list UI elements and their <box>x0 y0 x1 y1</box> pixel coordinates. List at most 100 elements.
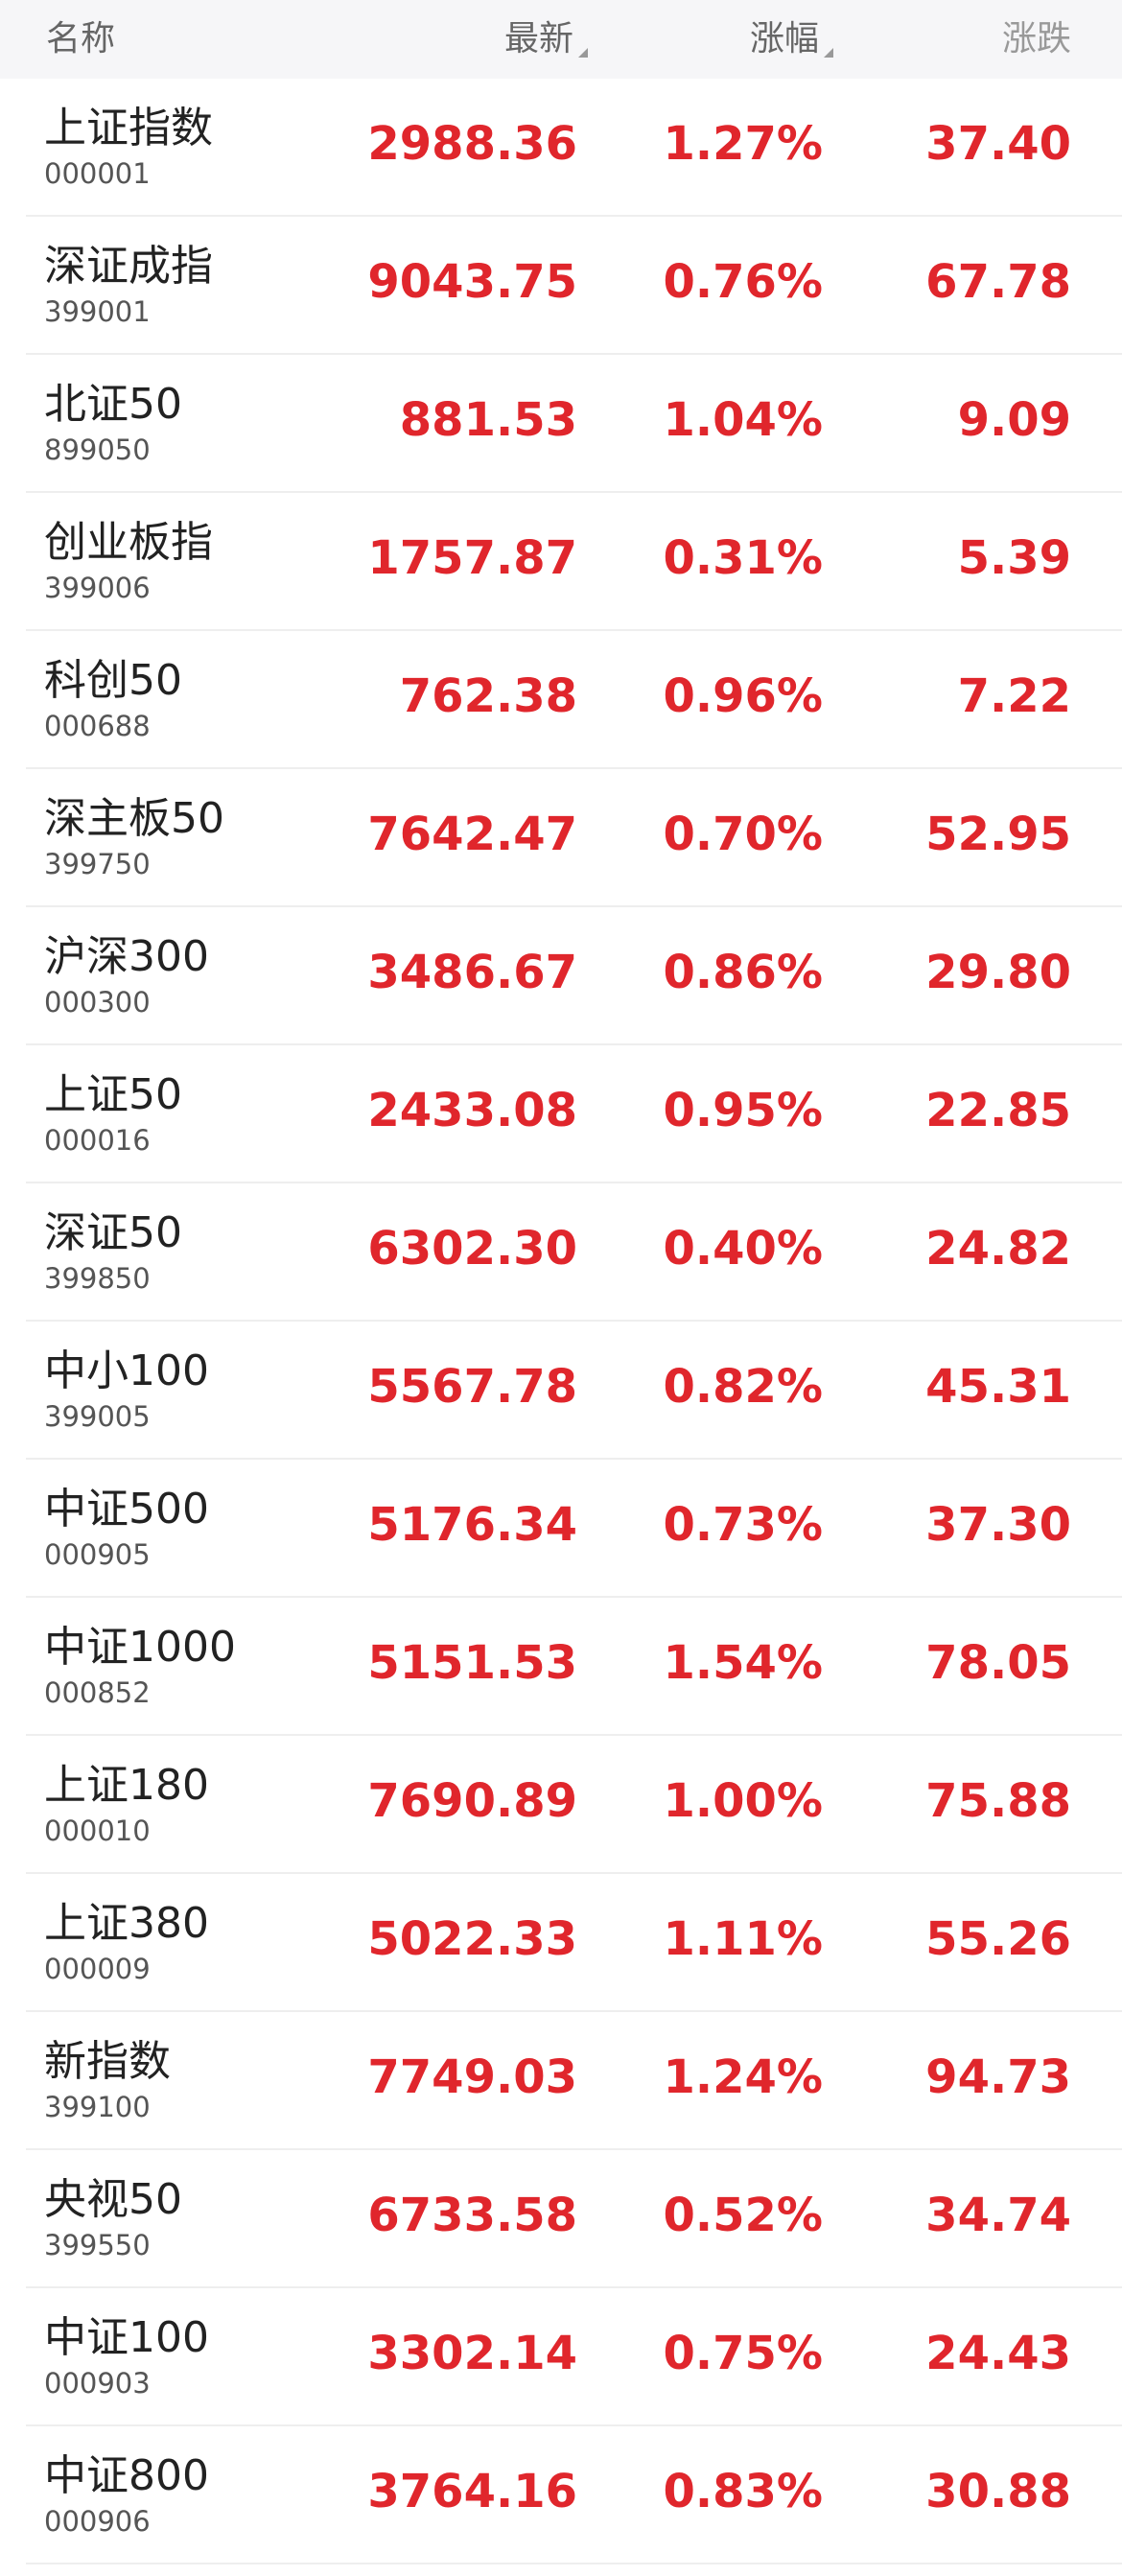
index-code: 899050 <box>44 433 151 466</box>
change-pct: 0.82% <box>663 1360 823 1414</box>
table-row[interactable]: 深证50 399850 6302.30 0.40% 24.82 <box>0 1183 1122 1322</box>
index-name: 沪深300 <box>44 932 209 981</box>
index-code: 399100 <box>44 2091 151 2123</box>
change: 9.09 <box>957 393 1071 447</box>
change-pct: 0.96% <box>663 669 823 723</box>
table-row[interactable]: 沪深300 000300 3486.67 0.86% 29.80 <box>0 907 1122 1045</box>
index-name: 北证50 <box>44 380 182 429</box>
table-row[interactable]: 创业板指 399006 1757.87 0.31% 5.39 <box>0 493 1122 631</box>
table-row[interactable]: 中证800 000906 3764.16 0.83% 30.88 <box>0 2426 1122 2564</box>
row-divider <box>26 2010 1122 2012</box>
index-name: 深主板50 <box>44 794 224 843</box>
row-divider <box>26 1596 1122 1598</box>
row-divider <box>26 353 1122 355</box>
change: 55.26 <box>925 1912 1071 1966</box>
index-name: 科创50 <box>44 656 182 705</box>
change-pct: 1.54% <box>663 1636 823 1690</box>
index-code: 000016 <box>44 1124 151 1157</box>
change: 37.40 <box>925 117 1071 171</box>
latest: 3486.67 <box>367 946 577 999</box>
index-name: 深证50 <box>44 1208 182 1257</box>
change: 67.78 <box>925 255 1071 309</box>
latest: 6733.58 <box>367 2189 577 2242</box>
index-code: 000906 <box>44 2505 151 2538</box>
index-code: 000001 <box>44 157 151 190</box>
table-row[interactable]: 中小100 399005 5567.78 0.82% 45.31 <box>0 1322 1122 1460</box>
change: 45.31 <box>925 1360 1071 1414</box>
table-header: 名称 最新 涨幅 涨跌 <box>0 0 1122 79</box>
header-change-pct[interactable]: 涨幅 <box>749 19 819 59</box>
index-name: 中证500 <box>44 1485 209 1534</box>
index-name: 中证1000 <box>44 1623 236 1672</box>
table-row[interactable]: 央视50 399550 6733.58 0.52% 34.74 <box>0 2150 1122 2288</box>
change: 5.39 <box>957 531 1071 585</box>
table-row[interactable]: 深证成指 399001 9043.75 0.76% 67.78 <box>0 217 1122 355</box>
change-pct: 0.52% <box>663 2189 823 2242</box>
header-latest[interactable]: 最新 <box>503 19 573 59</box>
latest: 6302.30 <box>367 1222 577 1276</box>
change: 78.05 <box>925 1636 1071 1690</box>
header-change[interactable]: 涨跌 <box>1001 19 1071 59</box>
index-code: 000903 <box>44 2367 151 2400</box>
table-row[interactable]: 新指数 399100 7749.03 1.24% 94.73 <box>0 2012 1122 2150</box>
latest: 2988.36 <box>367 117 577 171</box>
change-pct: 0.83% <box>663 2465 823 2518</box>
latest: 7642.47 <box>367 808 577 861</box>
row-divider <box>26 905 1122 907</box>
change-pct: 0.76% <box>663 255 823 309</box>
table-row[interactable]: 上证180 000010 7690.89 1.00% 75.88 <box>0 1736 1122 1874</box>
index-name: 创业板指 <box>44 518 213 567</box>
table-row[interactable]: 中证100 000903 3302.14 0.75% 24.43 <box>0 2288 1122 2426</box>
change-pct: 0.70% <box>663 808 823 861</box>
change-pct: 1.24% <box>663 2050 823 2104</box>
index-code: 399006 <box>44 572 151 604</box>
index-code: 399001 <box>44 295 151 328</box>
latest: 2433.08 <box>367 1084 577 1137</box>
index-code: 000905 <box>44 1538 151 1571</box>
index-name: 上证380 <box>44 1899 209 1948</box>
change: 75.88 <box>925 1774 1071 1828</box>
change-pct: 1.04% <box>663 393 823 447</box>
index-code: 399850 <box>44 1262 151 1295</box>
change: 52.95 <box>925 808 1071 861</box>
table-row[interactable]: 上证指数 000001 2988.36 1.27% 37.40 <box>0 79 1122 217</box>
change: 94.73 <box>925 2050 1071 2104</box>
change: 37.30 <box>925 1498 1071 1552</box>
latest: 3302.14 <box>367 2327 577 2380</box>
table-row[interactable]: 上证380 000009 5022.33 1.11% 55.26 <box>0 1874 1122 2012</box>
latest: 9043.75 <box>367 255 577 309</box>
index-name: 上证指数 <box>44 104 213 152</box>
table-row[interactable]: 北证50 899050 881.53 1.04% 9.09 <box>0 355 1122 493</box>
table-row[interactable]: 上证50 000016 2433.08 0.95% 22.85 <box>0 1045 1122 1183</box>
index-code: 000852 <box>44 1676 151 1709</box>
row-divider <box>26 1458 1122 1460</box>
index-name: 上证180 <box>44 1761 209 1810</box>
index-code: 000009 <box>44 1953 151 1985</box>
change-pct: 1.11% <box>663 1912 823 1966</box>
table-row[interactable]: 科创50 000688 762.38 0.96% 7.22 <box>0 631 1122 769</box>
latest: 5176.34 <box>367 1498 577 1552</box>
change: 24.82 <box>925 1222 1071 1276</box>
table-row[interactable]: 中证1000 000852 5151.53 1.54% 78.05 <box>0 1598 1122 1736</box>
change-pct: 1.00% <box>663 1774 823 1828</box>
latest: 5022.33 <box>367 1912 577 1966</box>
index-name: 深证成指 <box>44 242 213 291</box>
row-divider <box>26 2286 1122 2288</box>
row-divider <box>26 629 1122 631</box>
latest: 1757.87 <box>367 531 577 585</box>
table-row[interactable]: 深主板50 399750 7642.47 0.70% 52.95 <box>0 769 1122 907</box>
row-divider <box>26 2424 1122 2426</box>
header-name: 名称 <box>46 19 116 59</box>
index-name: 中证100 <box>44 2313 209 2362</box>
row-divider <box>26 2563 1122 2564</box>
index-code: 000010 <box>44 1815 151 1847</box>
change-pct: 0.75% <box>663 2327 823 2380</box>
index-name: 中证800 <box>44 2451 209 2500</box>
latest: 762.38 <box>399 669 577 723</box>
change: 29.80 <box>925 946 1071 999</box>
index-name: 中小100 <box>44 1347 209 1395</box>
change-pct: 0.86% <box>663 946 823 999</box>
latest: 881.53 <box>399 393 577 447</box>
change-pct: 0.31% <box>663 531 823 585</box>
table-row[interactable]: 中证500 000905 5176.34 0.73% 37.30 <box>0 1460 1122 1598</box>
